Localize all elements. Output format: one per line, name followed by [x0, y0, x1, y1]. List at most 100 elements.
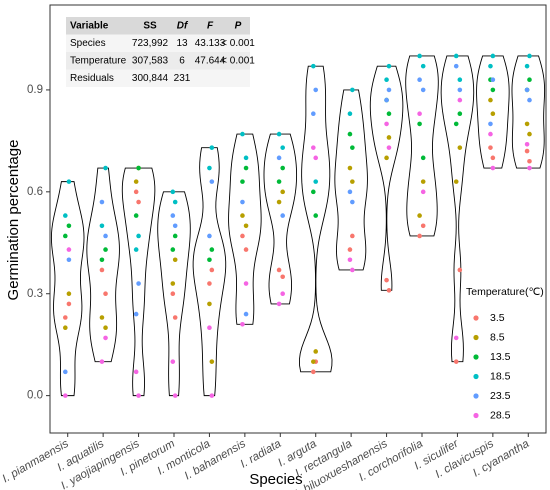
- point: [490, 53, 496, 59]
- point: [457, 145, 463, 150]
- point: [311, 145, 316, 150]
- legend-label: 18.5: [490, 370, 511, 382]
- point: [347, 189, 353, 195]
- y-tick-label: 0.3: [27, 288, 43, 300]
- point: [417, 77, 422, 83]
- point: [207, 281, 212, 286]
- point: [420, 189, 426, 195]
- point: [457, 97, 463, 103]
- point: [420, 223, 426, 229]
- violin: [369, 65, 404, 291]
- legend-swatch: [473, 373, 479, 380]
- point: [453, 359, 459, 364]
- point: [63, 233, 68, 239]
- y-axis-title: Germination percentage: [5, 140, 22, 301]
- violin: [157, 191, 191, 397]
- point: [453, 179, 459, 184]
- table-cell: 300,844: [132, 73, 169, 84]
- point: [243, 247, 249, 252]
- point: [384, 155, 389, 161]
- point: [384, 77, 389, 83]
- point: [527, 158, 532, 164]
- table-row-bg: [66, 52, 250, 70]
- y-tick-label: 0.6: [27, 186, 43, 198]
- legend-title: Temperature(℃): [466, 286, 544, 298]
- point: [240, 131, 245, 137]
- point: [136, 165, 141, 171]
- point: [170, 189, 176, 195]
- point: [207, 301, 212, 307]
- point: [417, 111, 422, 116]
- point: [350, 267, 355, 273]
- point: [453, 121, 459, 127]
- point: [243, 223, 249, 229]
- violin: [192, 147, 227, 397]
- point: [347, 247, 353, 252]
- point: [243, 311, 249, 317]
- point: [313, 179, 319, 184]
- legend-swatch: [473, 334, 479, 341]
- point: [276, 155, 282, 161]
- point: [276, 267, 282, 273]
- point: [386, 145, 392, 150]
- point: [276, 131, 282, 137]
- table-cell: < 0.001: [221, 55, 255, 66]
- point: [172, 393, 178, 398]
- point: [386, 63, 392, 69]
- point: [66, 223, 72, 229]
- point: [209, 393, 215, 398]
- point: [240, 199, 245, 205]
- point: [313, 349, 319, 354]
- panel-border: [49, 4, 547, 434]
- point: [347, 131, 353, 137]
- point: [420, 87, 426, 93]
- point: [488, 131, 493, 137]
- point: [240, 233, 245, 239]
- point: [63, 393, 68, 398]
- y-tick-label: 0.9: [27, 84, 43, 96]
- point: [347, 111, 353, 116]
- point: [99, 315, 105, 320]
- point: [66, 301, 72, 307]
- violin: [511, 55, 546, 169]
- point: [209, 267, 215, 273]
- point: [524, 87, 530, 93]
- table-cell: Temperature: [70, 55, 127, 66]
- point: [209, 359, 215, 364]
- point: [170, 281, 176, 286]
- legend-label: 13.5: [490, 351, 511, 363]
- table-header: Variable: [70, 20, 109, 31]
- point: [313, 213, 319, 218]
- table-cell: Residuals: [70, 73, 114, 84]
- point: [527, 131, 532, 137]
- point: [63, 315, 68, 320]
- violin: [50, 181, 85, 397]
- point: [527, 77, 532, 83]
- legend-label: 3.5: [490, 312, 505, 324]
- point: [420, 63, 426, 69]
- point: [136, 393, 141, 398]
- violin: [334, 89, 368, 271]
- point: [240, 213, 245, 218]
- legend-swatch: [473, 412, 479, 419]
- table-cell: Species: [70, 38, 106, 49]
- point: [524, 63, 530, 69]
- point: [280, 189, 285, 195]
- point: [103, 335, 108, 341]
- point: [527, 165, 532, 171]
- point: [347, 257, 353, 263]
- point: [136, 199, 141, 205]
- point: [66, 247, 72, 252]
- point: [243, 155, 249, 161]
- point: [417, 213, 422, 218]
- point: [384, 121, 389, 127]
- point: [490, 77, 496, 83]
- point: [386, 135, 392, 140]
- table-cell: < 0.001: [221, 38, 255, 49]
- x-axis-title: Species: [249, 471, 302, 488]
- point: [313, 87, 319, 93]
- point: [240, 322, 245, 327]
- point: [488, 121, 493, 127]
- point: [63, 213, 68, 218]
- point: [350, 145, 355, 150]
